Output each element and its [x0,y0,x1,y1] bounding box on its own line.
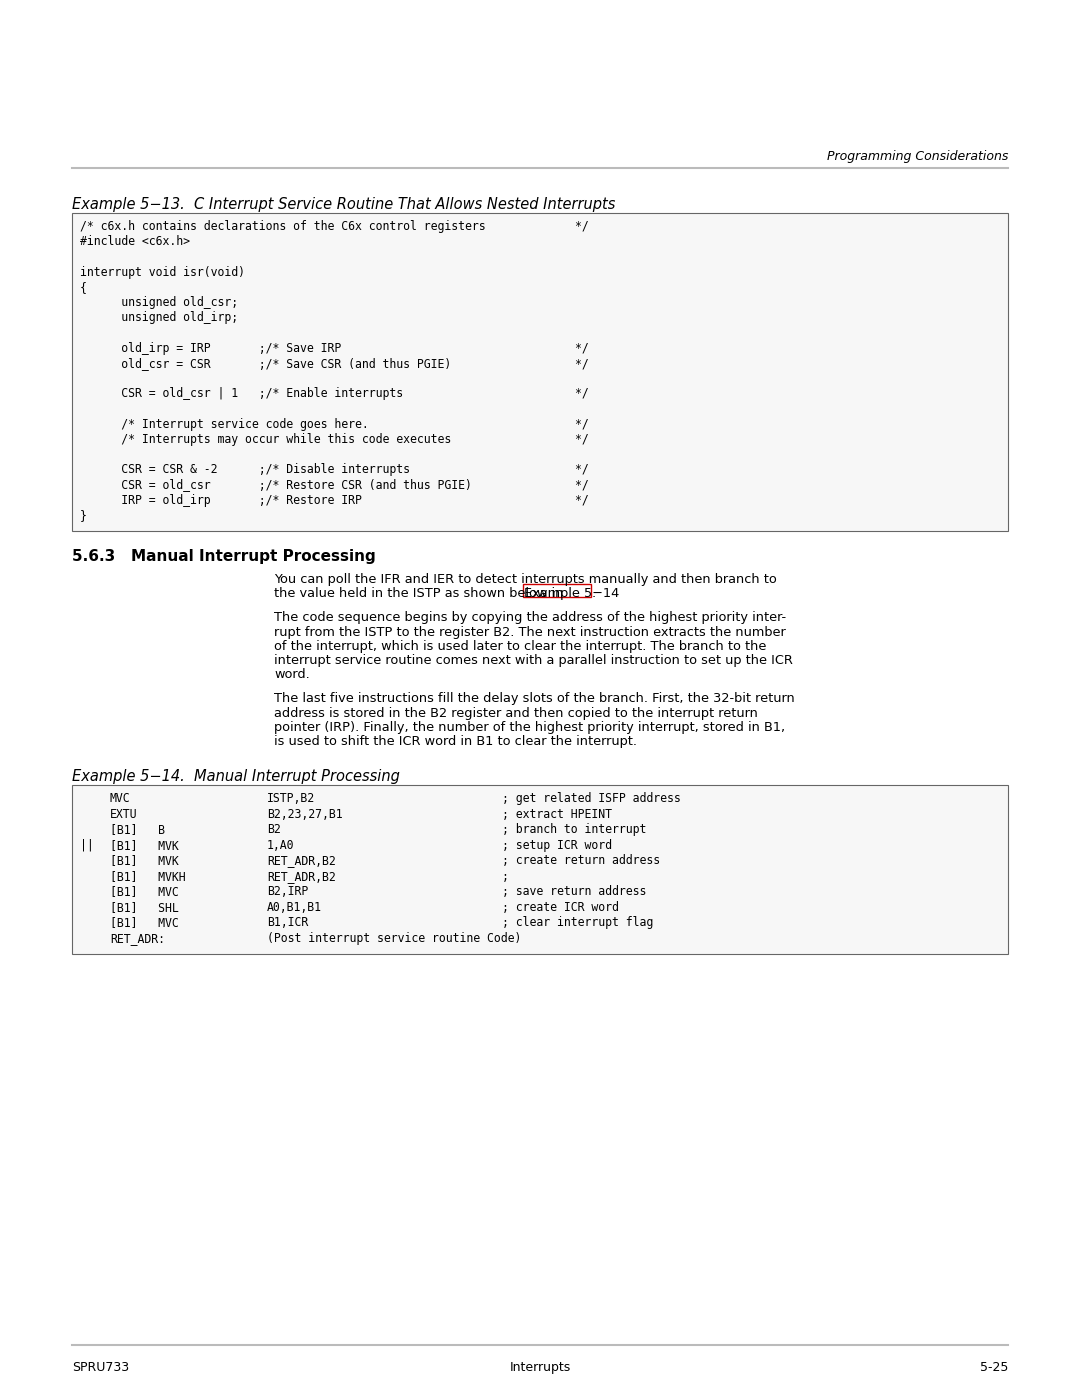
Text: the value held in the ISTP as shown below in: the value held in the ISTP as shown belo… [274,587,567,601]
Text: [B1]   MVC: [B1] MVC [110,916,179,929]
Text: Example 5−14.  Manual Interrupt Processing: Example 5−14. Manual Interrupt Processin… [72,770,400,784]
Text: rupt from the ISTP to the register B2. The next instruction extracts the number: rupt from the ISTP to the register B2. T… [274,626,786,638]
Text: ; extract HPEINT: ; extract HPEINT [502,807,612,820]
Text: RET_ADR,B2: RET_ADR,B2 [267,870,336,883]
Text: #include <c6x.h>: #include <c6x.h> [80,235,190,249]
Text: The last five instructions fill the delay slots of the branch. First, the 32-bit: The last five instructions fill the dela… [274,693,795,705]
Text: ; create ICR word: ; create ICR word [502,901,619,914]
Text: (Post interrupt service routine Code): (Post interrupt service routine Code) [267,932,522,944]
Text: ||: || [80,838,94,852]
Text: You can poll the IFR and IER to detect interrupts manually and then branch to: You can poll the IFR and IER to detect i… [274,573,777,585]
Text: [B1]   MVC: [B1] MVC [110,886,179,898]
Text: The code sequence begins by copying the address of the highest priority inter-: The code sequence begins by copying the … [274,612,786,624]
Text: [B1]   MVK: [B1] MVK [110,838,179,852]
Text: EXTU: EXTU [110,807,137,820]
Text: unsigned old_csr;: unsigned old_csr; [80,296,238,309]
Text: SPRU733: SPRU733 [72,1361,130,1375]
Text: MVC: MVC [110,792,131,805]
Text: interrupt service routine comes next with a parallel instruction to set up the I: interrupt service routine comes next wit… [274,654,793,666]
Text: B2,23,27,B1: B2,23,27,B1 [267,807,342,820]
Text: ; setup ICR word: ; setup ICR word [502,838,612,852]
Text: .: . [592,587,595,601]
Text: Programming Considerations: Programming Considerations [826,149,1008,163]
Text: [B1]   MVK: [B1] MVK [110,854,179,868]
Text: [B1]   MVKH: [B1] MVKH [110,870,186,883]
Text: ;: ; [502,870,509,883]
Text: 5-25: 5-25 [980,1361,1008,1375]
Text: ; create return address: ; create return address [502,854,660,868]
Text: ISTP,B2: ISTP,B2 [267,792,315,805]
Text: {: { [80,281,86,293]
Text: ; save return address: ; save return address [502,886,646,898]
Text: old_irp = IRP       ;/* Save IRP                                  */: old_irp = IRP ;/* Save IRP */ [80,342,589,355]
Text: B1,ICR: B1,ICR [267,916,308,929]
Text: of the interrupt, which is used later to clear the interrupt. The branch to the: of the interrupt, which is used later to… [274,640,767,652]
Text: [B1]   SHL: [B1] SHL [110,901,179,914]
Text: CSR = old_csr | 1   ;/* Enable interrupts                         */: CSR = old_csr | 1 ;/* Enable interrupts … [80,387,589,400]
Text: IRP = old_irp       ;/* Restore IRP                               */: IRP = old_irp ;/* Restore IRP */ [80,493,589,507]
Bar [523,584,592,597]
Text: B2,IRP: B2,IRP [267,886,308,898]
Text: [B1]   B: [B1] B [110,823,165,837]
Text: word.: word. [274,668,310,682]
Text: ; get related ISFP address: ; get related ISFP address [502,792,680,805]
Text: unsigned old_irp;: unsigned old_irp; [80,312,238,324]
Text: pointer (IRP). Finally, the number of the highest priority interrupt, stored in : pointer (IRP). Finally, the number of th… [274,721,785,733]
Text: CSR = old_csr       ;/* Restore CSR (and thus PGIE)               */: CSR = old_csr ;/* Restore CSR (and thus … [80,478,589,492]
Bar [72,785,1008,954]
Text: Example 5−14: Example 5−14 [524,587,619,601]
Text: RET_ADR:: RET_ADR: [110,932,165,944]
Text: Example 5−13.  C Interrupt Service Routine That Allows Nested Interrupts: Example 5−13. C Interrupt Service Routin… [72,197,616,212]
Bar [72,212,1008,531]
Text: 5.6.3   Manual Interrupt Processing: 5.6.3 Manual Interrupt Processing [72,549,376,564]
Text: A0,B1,B1: A0,B1,B1 [267,901,322,914]
Text: is used to shift the ICR word in B1 to clear the interrupt.: is used to shift the ICR word in B1 to c… [274,735,637,747]
Text: RET_ADR,B2: RET_ADR,B2 [267,854,336,868]
Text: 1,A0: 1,A0 [267,838,295,852]
Text: /* Interrupt service code goes here.                              */: /* Interrupt service code goes here. */ [80,418,589,430]
Text: B2: B2 [267,823,281,837]
Text: ; branch to interrupt: ; branch to interrupt [502,823,646,837]
Text: address is stored in the B2 register and then copied to the interrupt return: address is stored in the B2 register and… [274,707,758,719]
Text: CSR = CSR & -2      ;/* Disable interrupts                        */: CSR = CSR & -2 ;/* Disable interrupts */ [80,464,589,476]
Text: }: } [80,509,86,522]
Text: Interrupts: Interrupts [510,1361,570,1375]
Text: /* c6x.h contains declarations of the C6x control registers             */: /* c6x.h contains declarations of the C6… [80,219,589,233]
Text: ; clear interrupt flag: ; clear interrupt flag [502,916,653,929]
Text: old_csr = CSR       ;/* Save CSR (and thus PGIE)                  */: old_csr = CSR ;/* Save CSR (and thus PGI… [80,356,589,370]
Text: /* Interrupts may occur while this code executes                  */: /* Interrupts may occur while this code … [80,433,589,446]
Text: interrupt void isr(void): interrupt void isr(void) [80,265,245,278]
